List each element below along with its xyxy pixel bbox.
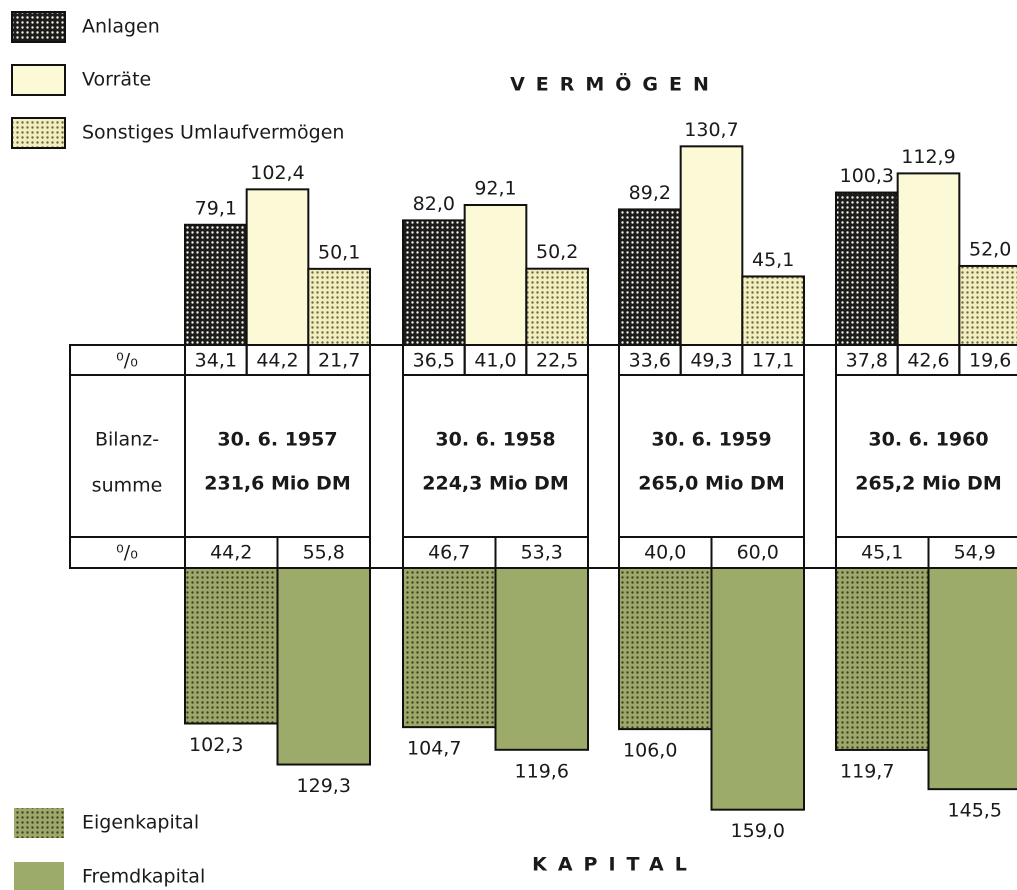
percent-label: ⁰/₀ <box>116 350 138 372</box>
liability-bar <box>927 567 1017 791</box>
asset-bar <box>463 204 528 346</box>
asset-bar <box>525 267 589 347</box>
asset-bar <box>245 188 310 346</box>
value-label: 106,0 <box>623 740 677 762</box>
asset-bar <box>307 267 372 346</box>
value-label: 119,7 <box>840 760 894 782</box>
asset-bar <box>618 208 682 346</box>
value-label: 100,3 <box>840 165 894 187</box>
asset-bar <box>741 275 805 346</box>
date: 30. 6. 1957 <box>217 429 337 451</box>
share-label: 42,6 <box>907 350 949 372</box>
value-label: 102,4 <box>250 162 304 184</box>
value-label: 50,1 <box>318 241 360 263</box>
title-bottom: KAPITAL <box>532 854 698 876</box>
share-label: 19,6 <box>969 350 1011 372</box>
date: 30. 6. 1959 <box>651 429 771 451</box>
group-box <box>618 344 805 569</box>
value-label: 92,1 <box>474 178 516 200</box>
label-box <box>69 344 186 569</box>
share-label: 54,9 <box>954 542 996 564</box>
percent-label: ⁰/₀ <box>116 542 138 564</box>
share-cell <box>494 536 589 569</box>
liability-bar <box>710 567 805 811</box>
liability-bar <box>835 567 930 751</box>
share-cell <box>741 344 805 376</box>
share-label: 45,1 <box>861 542 903 564</box>
share-cell <box>307 344 372 376</box>
value-label: 112,9 <box>901 146 955 168</box>
value-label: 89,2 <box>629 182 671 204</box>
legend-swatch <box>14 862 64 890</box>
value-label: 45,1 <box>752 249 794 271</box>
share-label: 40,0 <box>644 542 686 564</box>
legend-label: Fremdkapital <box>82 866 205 888</box>
share-cell <box>927 536 1017 569</box>
asset-bar <box>679 145 744 346</box>
group-box <box>835 344 1017 569</box>
value-label: 82,0 <box>413 193 455 215</box>
liability-bar <box>184 567 279 725</box>
liability-bar <box>402 567 497 729</box>
legend-label: Vorräte <box>82 69 151 91</box>
share-label: 21,7 <box>318 350 360 372</box>
group-box <box>184 344 371 569</box>
legend-swatch <box>11 117 66 149</box>
group-box <box>402 344 589 569</box>
share-label: 22,5 <box>536 350 578 372</box>
share-label: 34,1 <box>195 350 237 372</box>
legend-swatch <box>11 11 66 43</box>
date: 30. 6. 1958 <box>435 429 555 451</box>
share-label: 41,0 <box>474 350 516 372</box>
share-label: 60,0 <box>737 542 779 564</box>
value-label: 119,6 <box>515 760 569 782</box>
share-label: 49,3 <box>690 350 732 372</box>
value-label: 52,0 <box>969 238 1011 260</box>
share-label: 44,2 <box>210 542 252 564</box>
share-label: 17,1 <box>752 350 794 372</box>
asset-bar <box>184 223 248 347</box>
liability-bar <box>276 567 371 766</box>
legend-label: Anlagen <box>82 16 160 38</box>
legend-swatch <box>11 64 66 96</box>
total-label: Bilanz- <box>95 429 159 451</box>
value-label: 79,1 <box>195 197 237 219</box>
share-cell <box>525 344 589 376</box>
value-label: 102,3 <box>189 734 243 756</box>
share-label: 53,3 <box>521 542 563 564</box>
value-label: 130,7 <box>684 119 738 141</box>
title-top: VERMÖGEN <box>510 72 720 96</box>
total: 265,2 Mio DM <box>855 473 1001 495</box>
asset-bar <box>896 172 961 346</box>
share-label: 37,8 <box>846 350 888 372</box>
asset-bar <box>402 219 466 346</box>
value-label: 129,3 <box>297 775 351 797</box>
share-cell <box>958 344 1017 376</box>
liability-bar <box>494 567 589 751</box>
date: 30. 6. 1960 <box>868 429 988 451</box>
asset-bar <box>835 191 899 346</box>
liability-bar <box>618 567 713 731</box>
legend-swatch <box>14 808 64 838</box>
share-label: 46,7 <box>428 542 470 564</box>
share-label: 33,6 <box>629 350 671 372</box>
share-label: 55,8 <box>303 542 345 564</box>
value-label: 50,2 <box>536 241 578 263</box>
share-label: 36,5 <box>413 350 455 372</box>
total: 224,3 Mio DM <box>422 473 568 495</box>
share-cell <box>276 536 371 569</box>
value-label: 145,5 <box>948 800 1002 822</box>
share-label: 44,2 <box>256 350 298 372</box>
value-label: 159,0 <box>731 820 785 842</box>
total: 231,6 Mio DM <box>204 473 350 495</box>
value-label: 104,7 <box>407 738 461 760</box>
legend-label: Sonstiges Umlaufvermögen <box>82 122 344 144</box>
asset-bar <box>958 264 1017 346</box>
total-label: summe <box>92 475 163 497</box>
legend-label: Eigenkapital <box>82 812 199 834</box>
share-cell <box>710 536 805 569</box>
total: 265,0 Mio DM <box>638 473 784 495</box>
